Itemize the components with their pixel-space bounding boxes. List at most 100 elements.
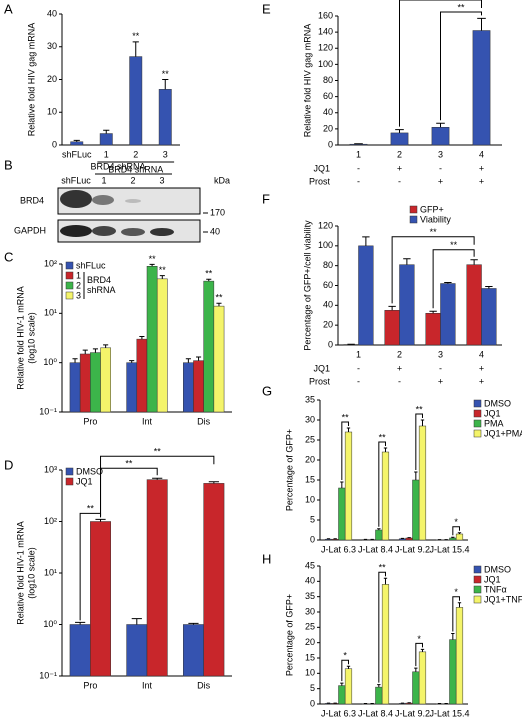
y-tick-label: 40	[323, 107, 333, 117]
error-bar	[185, 358, 191, 363]
bar	[158, 89, 172, 146]
panel-letter: B	[4, 157, 13, 172]
bar	[146, 266, 158, 413]
x-tick-label: J-Lat 6.3	[321, 544, 356, 554]
error-bar	[346, 665, 351, 669]
legend-label: 3	[76, 290, 81, 300]
error-bar	[340, 682, 344, 686]
y-tick-label: 30	[47, 41, 57, 51]
y-tick-label: 10²	[44, 516, 57, 526]
error-bar	[132, 41, 139, 57]
x-tick-label: J-Lat 8.4	[358, 708, 393, 718]
significance-bracket	[432, 249, 475, 309]
error-bar	[436, 122, 445, 128]
error-bar	[470, 259, 478, 265]
error-bar	[103, 129, 110, 134]
y-axis-label: Relative fold HIV-1 mRNA	[15, 521, 25, 625]
legend-label: shFLuc	[76, 260, 106, 270]
bar	[90, 521, 111, 677]
legend-swatch	[65, 281, 74, 290]
bar	[412, 671, 420, 705]
bar	[431, 127, 450, 146]
condition-value: -	[398, 376, 401, 386]
bar	[375, 529, 383, 541]
y-tick-label: 60	[323, 280, 333, 290]
bar	[390, 132, 409, 146]
error-bar	[82, 349, 88, 354]
condition-value: -	[357, 163, 360, 173]
bar	[418, 425, 427, 541]
error-bar	[206, 278, 212, 282]
y-tick-label: 80	[323, 75, 333, 85]
x-tick-label: 3	[163, 149, 168, 159]
condition-value: +	[479, 363, 484, 373]
bar	[79, 353, 91, 413]
legend-label: JQ1	[484, 408, 501, 418]
error-bar	[485, 285, 493, 289]
significance-bracket	[440, 11, 482, 121]
legend-label: JQ1+PMA	[484, 428, 522, 438]
y-tick-label: 10⁻¹	[39, 670, 57, 680]
legend-label: Viability	[420, 214, 451, 224]
error-bar	[75, 621, 86, 625]
y-tick-label: 120	[318, 43, 333, 53]
condition-value: +	[479, 376, 484, 386]
legend-swatch	[65, 291, 74, 300]
y-tick-label: 10	[47, 107, 57, 117]
significance-label: **	[87, 504, 95, 514]
bar	[338, 685, 346, 705]
bar	[183, 624, 204, 677]
significance-label: **	[416, 404, 424, 414]
significance-label: **	[125, 459, 133, 469]
significance-label: **	[162, 69, 170, 79]
bar	[69, 624, 91, 677]
error-bar	[216, 302, 222, 307]
y-tick-label: 0	[310, 534, 315, 544]
bar	[449, 639, 457, 705]
y-tick-label: 45	[305, 560, 315, 570]
legend-swatch	[473, 429, 482, 438]
error-bar	[414, 667, 418, 672]
error-bar	[152, 477, 163, 480]
significance-label: **	[159, 265, 167, 275]
x-tick-label: Pro	[83, 416, 97, 426]
x-tick-label: J-Lat 6.3	[321, 708, 356, 718]
error-bar	[139, 335, 145, 340]
bar	[324, 538, 333, 541]
condition-value: +	[438, 376, 443, 386]
x-tick-label: 3	[438, 349, 443, 359]
y-tick-label: 120	[318, 220, 333, 230]
bar	[412, 479, 420, 541]
y-tick-label: 10²	[44, 258, 57, 268]
significance-label: **	[132, 31, 140, 41]
legend-swatch	[409, 205, 418, 214]
error-bar	[451, 632, 455, 640]
panel-letter: G	[262, 383, 272, 398]
significance-label: *	[343, 651, 347, 661]
y-tick-label: 80	[323, 260, 333, 270]
x-tick-label: Dis	[197, 416, 210, 426]
significance-bracket	[452, 596, 460, 632]
error-bar	[103, 344, 109, 348]
error-bar	[92, 348, 98, 353]
x-tick-label: J-Lat 15.4	[429, 544, 469, 554]
y-tick-label: 40	[323, 300, 333, 310]
bar	[449, 537, 457, 541]
bar	[90, 352, 101, 413]
y-tick-label: 20	[305, 454, 315, 464]
legend-swatch	[473, 565, 482, 574]
legend-group-label: BRD4	[87, 275, 111, 285]
chart: D 10⁻¹ 10⁰ 10¹ 10² 10³ Relative fold HIV-1 mRN…	[4, 447, 232, 690]
y-tick-label: 25	[305, 434, 315, 444]
legend-label: PMA	[484, 418, 504, 428]
y-tick-label: 40	[305, 576, 315, 586]
x-tick-label: J-Lat 9.2	[395, 544, 430, 554]
y-tick-label: 0	[328, 139, 333, 149]
significance-label: *	[417, 634, 421, 644]
bar	[213, 305, 225, 413]
significance-label: **	[450, 240, 458, 250]
band	[150, 228, 174, 236]
legend-swatch	[473, 409, 482, 418]
y-axis-label: Relative fold HIV-1 mRNA	[15, 286, 25, 390]
